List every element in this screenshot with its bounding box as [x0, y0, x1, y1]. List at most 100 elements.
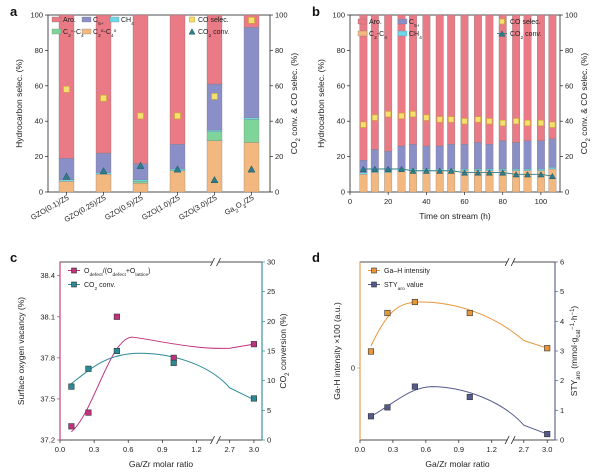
co2-conv-marker — [398, 165, 405, 172]
y-axis-label: Hydrocarbon selec. (%) — [316, 59, 326, 148]
y2-axis-label: CO2 conv. & CO selec. (%) — [579, 53, 592, 155]
y-tick-label: 80 — [337, 46, 345, 55]
legend-label-ch4: CH4 — [121, 17, 134, 27]
bar-segment-c5plus — [485, 144, 494, 170]
co2-conv-marker — [62, 172, 71, 180]
y2-axis-label: CO2 conversion (%) — [278, 313, 291, 388]
x-tick-label: 0 — [348, 197, 352, 206]
co-selec-marker — [398, 112, 405, 119]
x-tick-label: GZO(0.25)/Z5 — [63, 193, 108, 224]
legend-label-co-selec: CO selec. — [198, 17, 229, 24]
oxygen-vacancy-marker — [250, 341, 257, 348]
bar-segment-c2c4o — [397, 170, 406, 193]
bar-segment-aro — [359, 14, 368, 161]
co-selec-marker — [549, 121, 556, 128]
bar-segment-aro — [370, 14, 379, 150]
bar-segment-c2c4o — [169, 170, 186, 193]
bar-segment-c5plus — [548, 138, 557, 168]
y-tick-label: 20 — [35, 152, 43, 161]
legend-label-slate: STYaro value — [384, 282, 423, 292]
x-tick-label: 3.0 — [249, 445, 259, 454]
co2-conversion-marker — [68, 383, 75, 390]
co2-conv-marker — [461, 169, 468, 176]
co2-conv-marker — [485, 169, 493, 176]
x-tick-label: 0.9 — [454, 445, 464, 454]
legend-label-co-selec: CO selec. — [510, 19, 541, 26]
ga-h-intensity-marker — [367, 348, 375, 355]
axis-break-mark — [510, 257, 516, 267]
oxygen-vacancy-marker — [85, 409, 92, 416]
legend-label-ch4: CH4 — [409, 31, 422, 41]
oxygen-vacancy-marker — [113, 313, 120, 320]
bar-segment-ch4 — [206, 129, 223, 132]
oxygen-vacancy-curve — [71, 336, 255, 433]
bar-segment-aro — [512, 14, 520, 143]
legend-marker-co2-conv — [188, 28, 196, 35]
co-selec-marker — [174, 112, 181, 120]
bar-segment-c5plus — [169, 144, 186, 170]
legend: Odefect/(Odefect+Olattice) CO2 conv. — [68, 267, 151, 292]
co-selec-marker — [409, 111, 417, 118]
x-tick-label: 100 — [535, 197, 548, 206]
x-tick-label: 2.7 — [224, 445, 234, 454]
bar-segment-aro — [435, 14, 444, 147]
sty-aro-marker — [367, 413, 375, 420]
y2-tick-label: 5 — [560, 287, 564, 296]
co-selec-marker — [448, 116, 455, 123]
bar-segment-c2c4o — [409, 170, 417, 193]
co-selec-marker — [385, 111, 392, 118]
y-tick-label: 40 — [337, 117, 345, 126]
x-tick-label: 2.7 — [519, 445, 529, 454]
legend-swatch-c2c4eq — [51, 28, 62, 35]
y2-tick-label: 5 — [267, 406, 271, 415]
bar-segment-aro — [206, 14, 223, 85]
axis-break-mark — [216, 257, 221, 267]
bar-segment-ch4 — [58, 179, 75, 182]
y2-tick-label: 15 — [267, 347, 275, 356]
x-axis-label: Time on stream (h) — [419, 211, 491, 221]
bar-segment-aro — [447, 14, 456, 145]
bar-segment-c2c4o — [58, 181, 75, 193]
legend: Aro. C5+ C2-C4 CH4 CO selec. CO2 conv. — [357, 18, 541, 41]
y2-tick-label: 1 — [560, 406, 564, 415]
bar-segment-c5plus — [397, 145, 406, 170]
x-tick-label: 3.0 — [542, 445, 552, 454]
bar-segment-c5plus — [243, 27, 260, 118]
bar-segment-c2c4o — [359, 174, 368, 193]
co-selec-marker — [499, 119, 506, 127]
bar-segment-c2c4o — [132, 182, 149, 193]
ga-h-intensity-marker — [411, 298, 418, 306]
axis-break-mark — [504, 435, 510, 445]
bar-segment-aro — [132, 14, 149, 164]
y-tick-label: 100 — [332, 11, 345, 20]
y2-tick-label: 0 — [565, 188, 569, 197]
co-selec-marker — [360, 121, 367, 128]
y2-tick-label: 0 — [267, 436, 271, 445]
bar-segment-ch4 — [537, 168, 545, 171]
legend-swatch-ch4 — [397, 30, 408, 37]
co2-conv-marker — [422, 167, 430, 174]
axis-break-mark — [216, 435, 221, 445]
x-tick-label: 0.0 — [355, 445, 365, 454]
bar-segment-aro — [548, 14, 557, 140]
bar-segment-c5plus — [523, 140, 532, 170]
bar-segment-c5plus — [474, 142, 482, 170]
y2-tick-label: 20 — [275, 152, 283, 161]
co-selec-marker — [537, 119, 544, 127]
legend-label-aro: Aro. — [63, 17, 76, 24]
panel-letter-d: d — [312, 250, 320, 265]
co-selec-marker — [211, 93, 218, 100]
x-tick-label: 0.0 — [55, 445, 65, 454]
co2-conv-marker — [499, 169, 507, 176]
bar-segment-c5plus — [498, 140, 507, 170]
x-axis-label: Ga/Zr molar ratio — [129, 459, 194, 469]
bar-segment-c2c4o — [370, 172, 379, 193]
y2-tick-label: 40 — [275, 117, 283, 126]
x-tick-label: 60 — [460, 197, 468, 206]
y2-tick-label: 6 — [560, 258, 564, 267]
x-tick-label: 20 — [384, 197, 392, 206]
bar-segment-ch4 — [512, 168, 520, 171]
y2-tick-label: 4 — [560, 317, 564, 326]
